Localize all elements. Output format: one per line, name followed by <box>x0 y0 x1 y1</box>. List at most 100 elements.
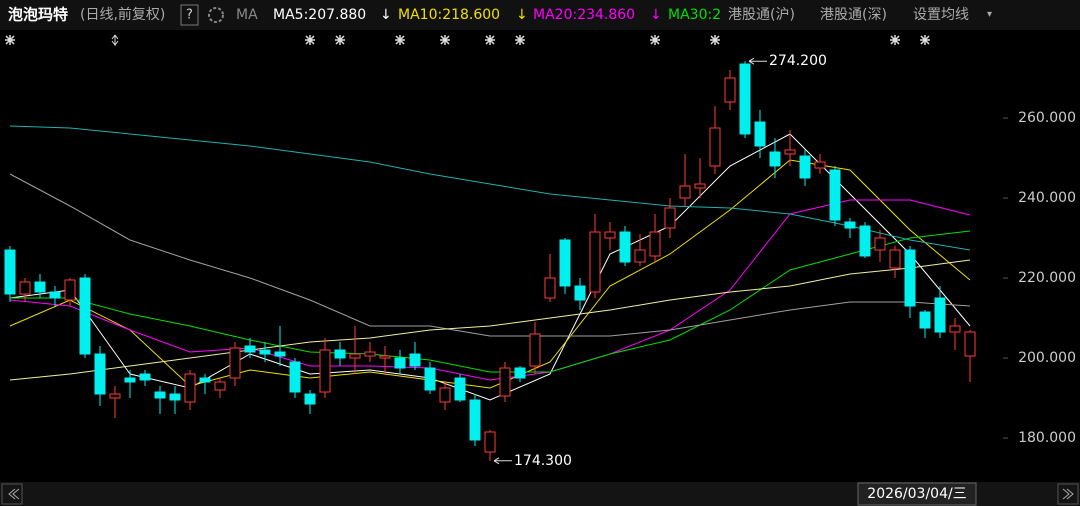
candle-body <box>934 297 946 333</box>
candle-body <box>19 281 31 295</box>
candle-body <box>49 291 61 299</box>
candle-body <box>679 185 691 199</box>
candle-body <box>754 121 766 147</box>
chart-mode: (日线,前复权) <box>80 6 165 23</box>
candle-body <box>109 393 121 399</box>
candle-body <box>34 281 46 293</box>
ma-line <box>9 199 971 381</box>
ma-line <box>9 125 971 251</box>
candle-body <box>394 357 406 369</box>
legend-entry: MA5:207.880 <box>273 7 366 23</box>
candle-body <box>814 161 826 169</box>
ma-settings[interactable]: 设置均线 <box>913 7 969 23</box>
ma-line <box>9 259 971 381</box>
candle-body <box>244 345 256 353</box>
settings-gear[interactable] <box>208 7 224 23</box>
legend-trend: ↓ <box>516 7 528 23</box>
candle-body <box>544 277 556 299</box>
candle-body <box>334 349 346 359</box>
candle-body <box>319 349 331 393</box>
candle-body <box>64 279 76 301</box>
event-icon <box>890 35 900 45</box>
candle-body <box>904 249 916 307</box>
y-tick-label: 260.000 <box>1018 110 1076 126</box>
cursor-date: 2026/03/04/三 <box>867 486 966 502</box>
ma-settings-caret[interactable]: ▾ <box>987 9 992 20</box>
candle-body <box>604 231 616 239</box>
date-box <box>857 482 977 506</box>
scroll-left-icon[interactable] <box>8 488 20 500</box>
candle-body <box>184 373 196 403</box>
event-icon <box>305 35 315 45</box>
candle-body <box>844 221 856 229</box>
candle-body <box>574 285 586 301</box>
annotation-label: 274.200 <box>769 53 827 69</box>
hk-connect-sh[interactable]: 港股通(沪) <box>728 7 795 23</box>
ma-line <box>9 159 971 389</box>
candle-body <box>439 387 451 403</box>
scroll-left[interactable] <box>1 483 23 505</box>
candle-body <box>364 351 376 357</box>
candle-body <box>964 331 976 357</box>
candle-body <box>4 249 16 295</box>
candle-body <box>724 77 736 103</box>
candle-body <box>424 367 436 391</box>
event-icon <box>440 35 450 45</box>
event-icon <box>335 35 345 45</box>
ma-line <box>9 133 971 401</box>
candle-body <box>919 311 931 329</box>
candle-body <box>124 377 136 383</box>
stock-name: 泡泡玛特 <box>8 6 68 24</box>
help-button[interactable]: ? <box>186 8 193 23</box>
candle-body <box>379 355 391 359</box>
annotation-label: 174.300 <box>514 453 572 469</box>
candle-body <box>664 207 676 229</box>
ma-line <box>10 230 971 373</box>
links-bg <box>726 0 1080 30</box>
event-icon <box>650 35 660 45</box>
ma-label: MA <box>236 7 258 23</box>
hk-connect-sz[interactable]: 港股通(深) <box>820 7 887 23</box>
event-icon <box>515 35 525 45</box>
candle-body <box>559 239 571 287</box>
scroll-right-icon[interactable] <box>1062 488 1074 500</box>
y-tick-label: 180.000 <box>1018 430 1076 446</box>
legend-entry: MA30:2 <box>668 7 721 23</box>
candle-body <box>784 149 796 155</box>
legend-entry: MA10:218.600 <box>398 7 500 23</box>
event-icon <box>5 35 15 45</box>
candle-body <box>859 225 871 257</box>
candle-body <box>874 237 886 251</box>
candle-body <box>229 347 241 379</box>
event-icon <box>485 35 495 45</box>
candle-body <box>949 325 961 333</box>
candle-body <box>259 349 271 355</box>
candle-body <box>529 333 541 367</box>
candle-body <box>634 249 646 263</box>
candle-body <box>649 231 661 257</box>
candle-body <box>349 353 361 359</box>
scroll-right[interactable] <box>1057 483 1079 505</box>
candle-body <box>514 367 526 379</box>
candle-body <box>739 63 751 135</box>
candle-body <box>829 169 841 221</box>
ma-line <box>9 173 971 337</box>
legend-trend: ↓ <box>650 7 662 23</box>
event-icon <box>920 35 930 45</box>
candle-body <box>889 249 901 269</box>
y-tick-label: 240.000 <box>1018 190 1076 206</box>
legend-entry: MA20:234.860 <box>533 7 635 23</box>
candle-body <box>154 391 166 399</box>
candle-body <box>289 361 301 393</box>
candle-body <box>619 231 631 263</box>
event-icon <box>710 35 720 45</box>
candle-body <box>709 127 721 167</box>
event-icon <box>111 34 119 47</box>
candle-body <box>169 393 181 401</box>
legend-trend: ↓ <box>380 7 392 23</box>
annotation-arrow <box>493 457 512 465</box>
candle-body <box>589 231 601 293</box>
candle-body <box>454 377 466 401</box>
help-box[interactable] <box>180 4 199 26</box>
candle-body <box>409 353 421 367</box>
